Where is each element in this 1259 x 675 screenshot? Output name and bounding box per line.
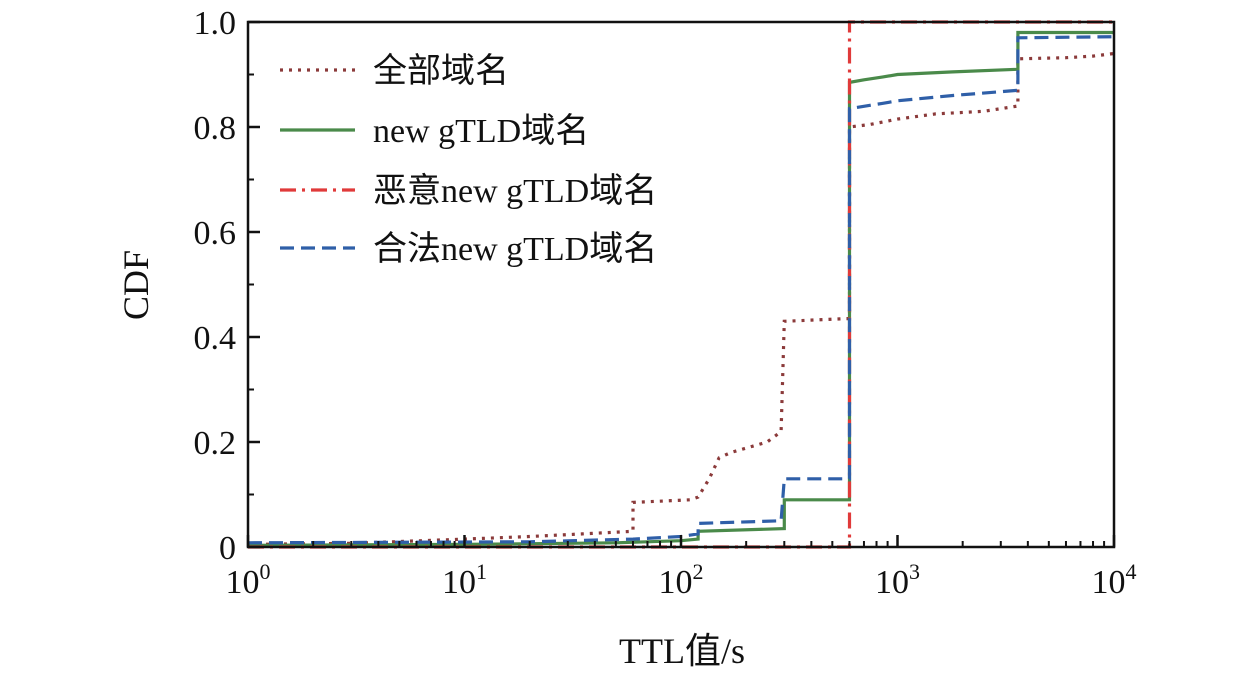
y-axis-label: CDF — [116, 250, 156, 320]
x-tick-label: 102 — [659, 559, 704, 601]
x-tick-label: 104 — [1092, 559, 1137, 601]
legend-label-4: 合法new gTLD域名 — [373, 230, 657, 268]
x-axis-label: TTL值/s — [619, 631, 745, 671]
y-tick-label: 0 — [219, 530, 236, 567]
y-tick-label: 0.2 — [194, 425, 237, 462]
y-tick-label: 0.4 — [194, 320, 237, 357]
x-tick-label: 103 — [875, 559, 920, 601]
series-line-1 — [247, 51, 1115, 546]
legend-label-1: 全部域名 — [373, 52, 509, 90]
plot-frame — [246, 20, 1116, 549]
x-tick-label: 101 — [442, 559, 487, 601]
y-tick-label: 1.0 — [194, 5, 237, 42]
y-tick-label: 0.6 — [194, 215, 237, 252]
series-layer — [247, 20, 1115, 549]
legend-label-3: 恶意new gTLD域名 — [373, 172, 657, 210]
axes-layer: 0 0.2 0.4 0.6 0.8 1.0 100 101 102 103 104 — [194, 5, 1137, 601]
x-tick-label: 100 — [226, 559, 271, 601]
series-line-2 — [247, 30, 1114, 548]
legend-label-2: new gTLD域名 — [373, 112, 589, 150]
series-line-4 — [247, 35, 1115, 545]
y-tick-label: 0.8 — [194, 110, 237, 147]
series-line-3 — [248, 20, 1114, 549]
